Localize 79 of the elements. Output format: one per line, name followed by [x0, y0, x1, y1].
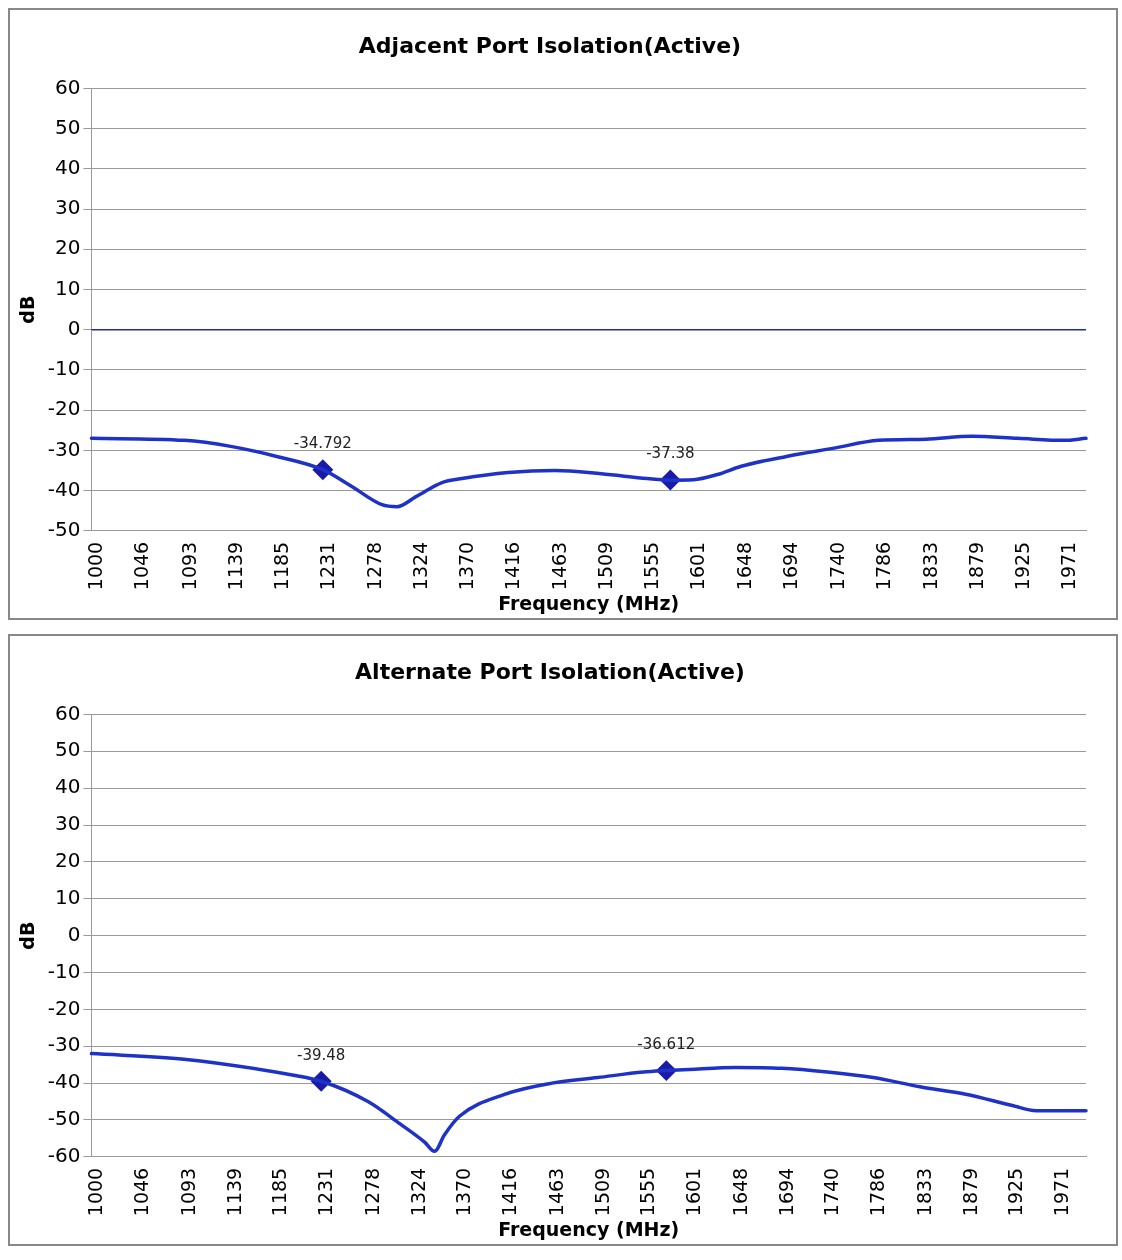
- x-tick-label: 1463: [544, 1167, 567, 1217]
- x-axis-title: Frequency (MHz): [498, 1217, 680, 1240]
- x-tick-label: 1555: [640, 541, 663, 591]
- data-label: -39.48: [297, 1045, 346, 1064]
- x-tick-label: 1185: [268, 1167, 291, 1217]
- y-tick-label: -40: [47, 476, 81, 501]
- x-tick-label: 1324: [406, 1167, 429, 1217]
- data-label: -34.792: [293, 434, 352, 453]
- y-tick-label: 10: [55, 884, 81, 909]
- x-tick-label: 1046: [130, 541, 153, 591]
- x-tick-label: 1000: [84, 1167, 107, 1217]
- x-tick-label: 1740: [820, 1167, 843, 1217]
- x-tick-label: 1833: [918, 541, 941, 591]
- y-tick-label: 30: [55, 811, 81, 836]
- x-tick-label: 1139: [223, 541, 246, 591]
- y-tick-label: 40: [55, 774, 81, 799]
- y-tick-label: -20: [47, 396, 81, 421]
- x-tick-label: 1879: [964, 541, 987, 591]
- chart-title: Adjacent Port Isolation(Active): [358, 32, 742, 58]
- y-tick-label: 40: [55, 155, 81, 180]
- x-tick-label: 1463: [548, 541, 571, 591]
- y-tick-label: -40: [47, 1069, 81, 1094]
- x-tick-label: 1648: [728, 1167, 751, 1217]
- x-axis-title: Frequency (MHz): [498, 591, 680, 614]
- y-tick-label: 20: [55, 848, 81, 873]
- y-tick-label: 20: [55, 235, 81, 260]
- x-tick-label: 1786: [871, 541, 894, 591]
- y-tick-label: 10: [55, 275, 81, 300]
- x-tick-label: 1925: [1004, 1167, 1027, 1217]
- x-tick-label: 1694: [779, 541, 802, 591]
- x-tick-label: 1370: [452, 1167, 475, 1217]
- x-tick-label: 1509: [590, 1167, 613, 1217]
- y-axis-title: dB: [16, 921, 39, 950]
- x-tick-label: 1093: [177, 541, 200, 591]
- data-label: -36.612: [637, 1035, 696, 1053]
- x-tick-label: 1416: [501, 541, 524, 591]
- y-tick-label: -10: [47, 958, 81, 983]
- x-tick-label: 1370: [454, 541, 477, 591]
- y-tick-label: 50: [55, 737, 81, 762]
- y-tick-label: -50: [47, 1106, 81, 1131]
- y-tick-label: 50: [55, 114, 81, 139]
- x-tick-label: 1648: [733, 541, 756, 591]
- y-tick-label: -10: [47, 356, 81, 381]
- y-tick-label: -30: [47, 1032, 81, 1057]
- y-tick-label: 0: [67, 921, 81, 946]
- x-tick-label: 1509: [594, 541, 617, 591]
- x-tick-label: 1185: [269, 541, 292, 591]
- y-tick-label: 0: [67, 315, 81, 340]
- x-tick-label: 1231: [315, 541, 338, 591]
- x-tick-label: 1000: [84, 541, 107, 591]
- x-tick-label: 1740: [825, 541, 848, 591]
- y-tick-label: -20: [47, 995, 81, 1020]
- x-tick-label: 1046: [130, 1167, 153, 1217]
- x-tick-label: 1601: [682, 1167, 705, 1217]
- x-tick-label: 1416: [498, 1167, 521, 1217]
- x-tick-label: 1601: [686, 541, 709, 591]
- x-tick-label: 1786: [866, 1167, 889, 1217]
- x-tick-label: 1139: [222, 1167, 245, 1217]
- data-label: -37.38: [646, 444, 695, 463]
- x-tick-label: 1324: [408, 541, 431, 591]
- y-axis-title: dB: [16, 295, 39, 324]
- y-tick-label: -60: [47, 1143, 81, 1168]
- x-tick-label: 1925: [1010, 541, 1033, 591]
- x-tick-label: 1278: [362, 541, 385, 591]
- y-tick-label: 30: [55, 195, 81, 220]
- x-tick-label: 1971: [1056, 541, 1079, 591]
- x-tick-label: 1555: [636, 1167, 659, 1217]
- x-tick-label: 1833: [912, 1167, 935, 1217]
- y-tick-label: 60: [55, 74, 81, 99]
- chart-title: Alternate Port Isolation(Active): [355, 658, 745, 684]
- y-tick-label: -30: [47, 436, 81, 461]
- x-tick-label: 1971: [1050, 1167, 1073, 1217]
- x-tick-label: 1093: [176, 1167, 199, 1217]
- x-tick-label: 1694: [774, 1167, 797, 1217]
- x-tick-label: 1879: [958, 1167, 981, 1217]
- x-tick-label: 1278: [360, 1167, 383, 1217]
- x-tick-label: 1231: [314, 1167, 337, 1217]
- y-tick-label: 60: [55, 700, 81, 725]
- y-tick-label: -50: [47, 517, 81, 542]
